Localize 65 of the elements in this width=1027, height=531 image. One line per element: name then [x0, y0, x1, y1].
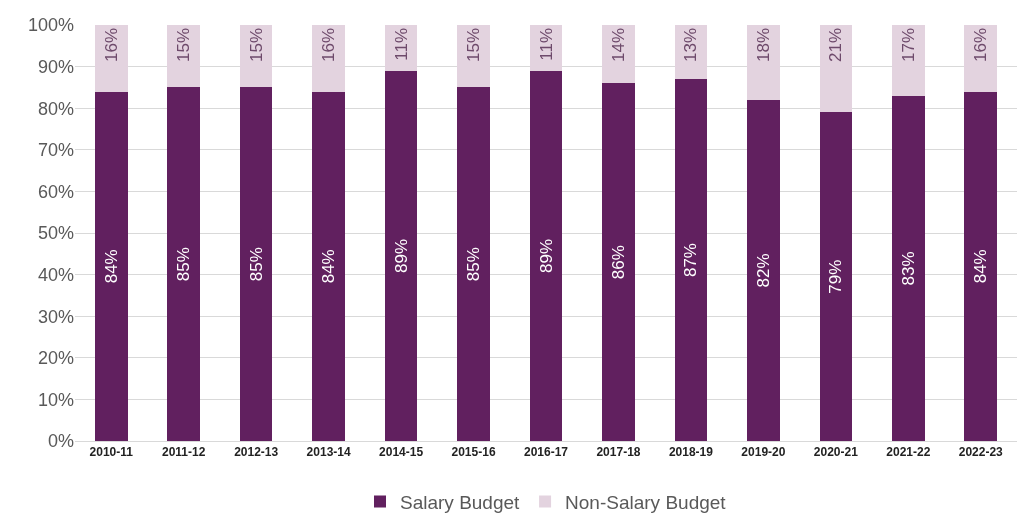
x-tick-label: 2015-16	[451, 445, 496, 460]
x-tick-label: 2018-19	[668, 445, 714, 460]
y-tick-label: 40%	[37, 264, 74, 285]
data-label: 84%	[971, 249, 991, 284]
data-label: 11%	[536, 28, 556, 61]
legend-label: Salary Budget	[400, 491, 521, 513]
data-label: 84%	[101, 249, 121, 284]
data-label: 16%	[319, 28, 339, 63]
x-tick-label: 2013-14	[306, 445, 351, 460]
x-tick-label: 2022-23	[958, 445, 1004, 460]
data-label: 21%	[826, 28, 846, 63]
data-label: 89%	[391, 238, 411, 273]
data-label: 15%	[174, 28, 194, 63]
bar	[964, 91, 998, 441]
data-label: 16%	[971, 28, 991, 63]
y-tick-label: 90%	[37, 56, 74, 77]
bar	[94, 91, 128, 441]
data-label: 13%	[681, 28, 701, 63]
data-label: 85%	[174, 247, 194, 282]
data-label: 79%	[826, 259, 846, 294]
bar	[819, 112, 853, 441]
x-tick-label: 2014-15	[379, 445, 424, 460]
bar	[892, 95, 925, 441]
y-tick-label: 30%	[37, 306, 74, 327]
data-label: 83%	[898, 251, 918, 286]
data-label: 86%	[608, 245, 628, 280]
bar	[312, 91, 345, 441]
x-tick-label: 2011-12	[161, 445, 206, 460]
x-tick-label: 2016-17	[523, 445, 569, 460]
bar	[457, 87, 490, 441]
bar	[384, 70, 418, 441]
x-tick-label: 2020-21	[813, 445, 859, 460]
bar	[529, 70, 563, 441]
bar	[167, 87, 200, 441]
bar	[674, 79, 708, 441]
y-tick-label: 0%	[47, 431, 74, 452]
data-label: 11%	[391, 28, 411, 61]
data-label: 18%	[753, 28, 773, 63]
data-label: 82%	[753, 253, 773, 288]
x-tick-label: 2010-11	[89, 445, 134, 460]
data-label: 16%	[101, 28, 121, 63]
data-label: 17%	[898, 28, 918, 63]
x-tick-label: 2019-20	[741, 445, 786, 460]
y-tick-label: 10%	[37, 389, 74, 410]
x-tick-label: 2017-18	[596, 445, 641, 460]
data-label: 84%	[319, 249, 339, 284]
data-label: 85%	[464, 247, 484, 282]
legend-label: Non-Salary Budget	[565, 491, 727, 513]
data-label: 15%	[246, 28, 266, 63]
y-tick-label: 60%	[37, 181, 74, 202]
bar	[602, 83, 635, 441]
data-label: 89%	[536, 238, 556, 273]
y-tick-label: 70%	[37, 140, 74, 161]
data-label: 15%	[464, 28, 484, 63]
y-tick-label: 80%	[37, 98, 74, 119]
data-label: 14%	[608, 28, 628, 63]
x-tick-label: 2021-22	[886, 445, 931, 460]
data-label: 85%	[246, 247, 266, 282]
bar	[239, 87, 273, 441]
bar	[747, 99, 780, 441]
y-tick-label: 20%	[37, 348, 74, 369]
x-tick-label: 2012-13	[234, 445, 279, 460]
y-tick-label: 50%	[37, 223, 74, 244]
data-label: 87%	[681, 243, 701, 278]
y-tick-label: 100%	[27, 15, 74, 36]
